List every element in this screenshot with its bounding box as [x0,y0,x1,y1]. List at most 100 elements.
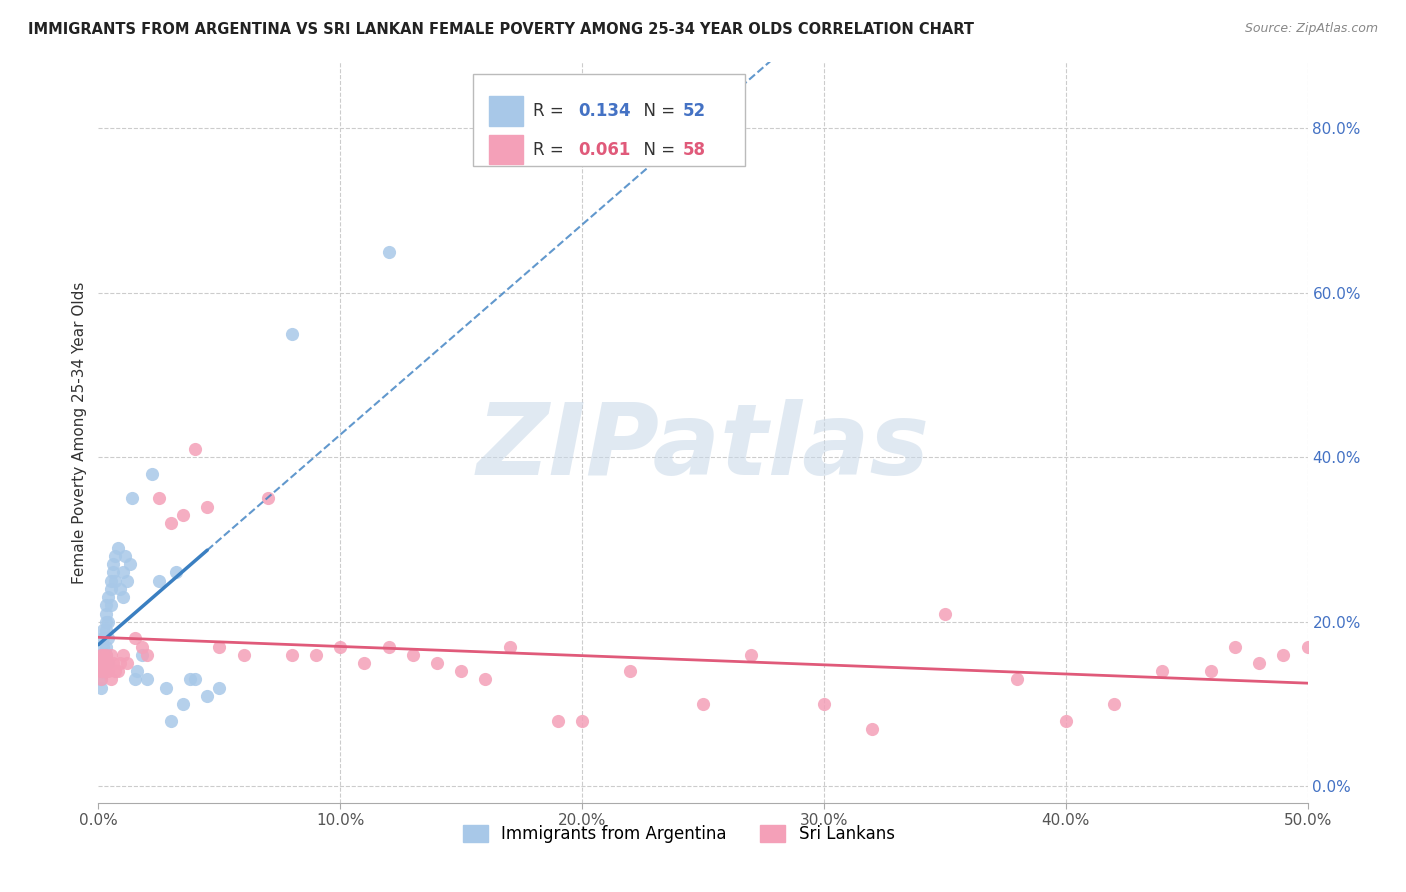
Point [135,648,157,662]
Point [108,656,131,670]
Point [184,673,207,687]
Point [155,681,177,695]
FancyBboxPatch shape [474,73,745,166]
Point [474,673,496,687]
Point [131,640,153,654]
Point [281,648,304,662]
Point [100,582,122,596]
Point [91,640,114,654]
Point [232,648,254,662]
Point [94,607,117,621]
Point [148,574,170,588]
Point [90,673,112,687]
Text: R =: R = [533,103,568,120]
Point [97,632,120,646]
Point [91,664,114,678]
Point [101,656,124,670]
Point [117,656,139,670]
Point [450,664,472,678]
Point [281,326,304,341]
Point [353,656,375,670]
Text: IMMIGRANTS FROM ARGENTINA VS SRI LANKAN FEMALE POVERTY AMONG 25-34 YEAR OLDS COR: IMMIGRANTS FROM ARGENTINA VS SRI LANKAN … [28,22,974,37]
Point [377,244,399,259]
Legend: Immigrants from Argentina, Sri Lankans: Immigrants from Argentina, Sri Lankans [457,819,901,850]
Point [104,664,127,678]
Text: ZIPatlas: ZIPatlas [477,399,929,496]
Point [124,673,146,687]
Point [90,664,112,678]
Point [101,558,124,572]
Point [94,664,117,678]
Point [692,697,714,711]
Point [111,566,134,580]
Text: R =: R = [533,141,568,159]
Point [195,689,218,703]
Point [91,656,114,670]
Point [1223,640,1246,654]
Point [91,632,114,646]
Point [90,656,112,670]
Point [101,566,124,580]
Point [97,590,120,604]
Point [97,615,120,629]
Point [172,697,194,711]
Text: N =: N = [633,103,681,120]
Point [94,615,117,629]
Point [329,640,352,654]
Point [111,648,134,662]
Point [740,648,762,662]
Point [94,640,117,654]
Point [114,549,136,563]
Point [94,656,117,670]
Point [135,673,157,687]
Point [118,558,141,572]
Point [107,541,129,555]
Point [94,648,117,662]
Point [179,673,201,687]
Point [100,599,122,613]
Text: N =: N = [633,141,681,159]
Point [148,491,170,506]
Point [1249,656,1271,670]
Point [184,442,207,456]
Point [94,648,117,662]
Point [160,516,183,530]
Point [165,566,187,580]
Point [90,648,112,662]
Point [547,714,569,728]
Point [1102,697,1125,711]
Point [91,648,114,662]
Point [97,656,120,670]
Point [571,714,593,728]
Point [498,640,520,654]
Point [94,623,117,637]
Point [131,648,153,662]
Point [121,491,143,506]
Point [813,697,835,711]
Point [111,590,134,604]
Point [104,549,127,563]
Point [107,664,129,678]
Point [195,500,218,514]
Point [90,648,112,662]
Point [91,648,114,662]
Point [1199,664,1222,678]
Bar [489,96,523,126]
Y-axis label: Female Poverty Among 25-34 Year Olds: Female Poverty Among 25-34 Year Olds [72,282,87,583]
Point [100,574,122,588]
Point [91,656,114,670]
Point [90,673,112,687]
Point [90,681,112,695]
Point [117,574,139,588]
Point [91,623,114,637]
Point [1296,640,1319,654]
Point [619,664,641,678]
Point [860,722,883,736]
Point [402,648,425,662]
Point [256,491,278,506]
Bar [489,135,523,164]
Point [91,664,114,678]
Text: 52: 52 [682,103,706,120]
Point [172,508,194,522]
Point [1054,714,1077,728]
